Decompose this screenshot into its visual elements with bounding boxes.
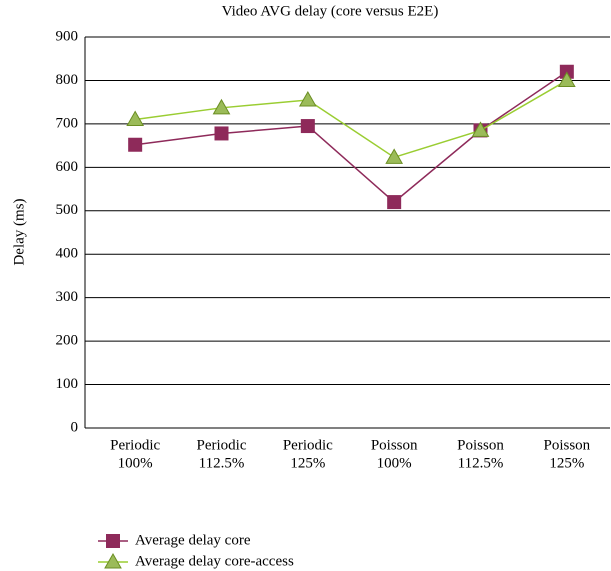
data-point [298,90,317,107]
x-tick-label: 100% [377,455,412,471]
legend-label: Average delay core-access [135,553,294,569]
y-tick-label: 100 [56,376,79,392]
legend-marker [106,534,120,548]
y-tick-label: 600 [56,159,79,175]
series-line [135,71,568,204]
y-tick-label: 500 [56,202,79,218]
x-tick-label: Poisson [371,437,418,453]
data-point [300,119,315,134]
series-line [135,79,568,159]
y-tick-label: 700 [56,115,79,131]
x-tick-label: Periodic [110,437,160,453]
x-tick-label: 125% [290,455,325,471]
x-tick-label: 112.5% [458,455,504,471]
chart-title: Video AVG delay (core versus E2E) [222,3,439,19]
data-point [557,71,576,87]
y-tick-label: 200 [56,333,79,349]
x-tick-label: Periodic [283,437,333,453]
y-tick-label: 400 [56,246,79,262]
x-tick-label: Poisson [457,437,504,453]
data-point [387,195,402,210]
legend-marker [104,552,122,569]
y-tick-label: 0 [71,419,79,435]
data-point [126,110,145,127]
x-tick-label: Poisson [543,437,590,453]
y-tick-label: 800 [56,72,79,88]
legend-label: Average delay core [135,532,251,548]
data-point [471,121,490,137]
data-point [385,148,404,164]
x-tick-label: 112.5% [199,455,245,471]
data-point [214,126,229,141]
y-tick-label: 300 [56,289,79,305]
data-point [128,137,143,152]
x-tick-label: 125% [549,455,584,471]
y-axis-label: Delay (ms) [11,198,27,265]
y-tick-label: 900 [56,28,79,44]
data-point [212,98,231,115]
x-tick-label: Periodic [197,437,247,453]
x-tick-label: 100% [118,455,153,471]
